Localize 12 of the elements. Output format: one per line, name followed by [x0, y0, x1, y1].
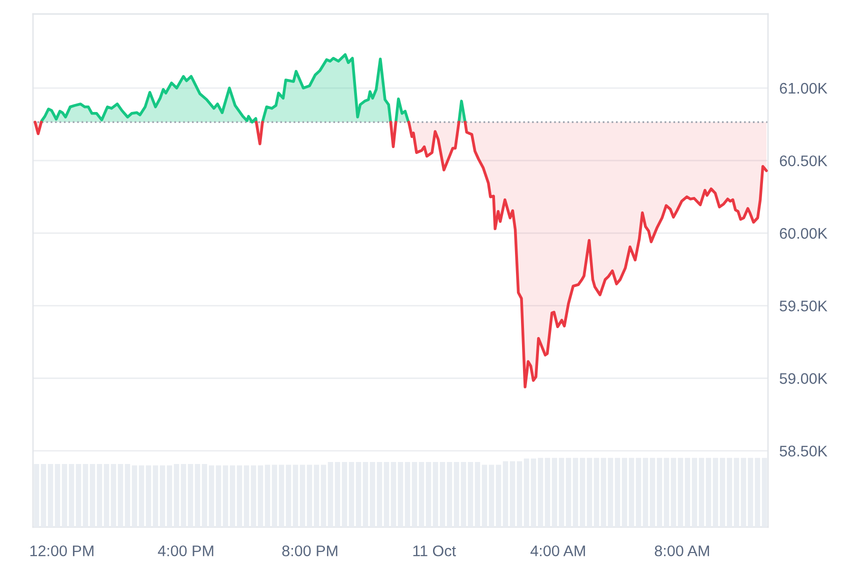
x-tick-label: 4:00 PM: [158, 545, 214, 556]
x-tick-label: 8:00 AM: [654, 545, 709, 556]
y-tick-label: 60.50K: [780, 155, 828, 166]
x-tick-label: 11 Oct: [413, 545, 456, 556]
x-tick-label: 12:00 PM: [30, 545, 94, 556]
x-tick-label: 4:00 AM: [530, 545, 585, 556]
y-tick-label: 58.50K: [780, 446, 828, 456]
y-tick-label: 61.00K: [780, 82, 828, 94]
y-tick-label: 59.00K: [780, 373, 828, 384]
y-tick-label: 60.00K: [780, 228, 828, 239]
x-tick-label: 8:00 PM: [282, 545, 338, 556]
y-tick-label: 59.50K: [780, 300, 828, 312]
